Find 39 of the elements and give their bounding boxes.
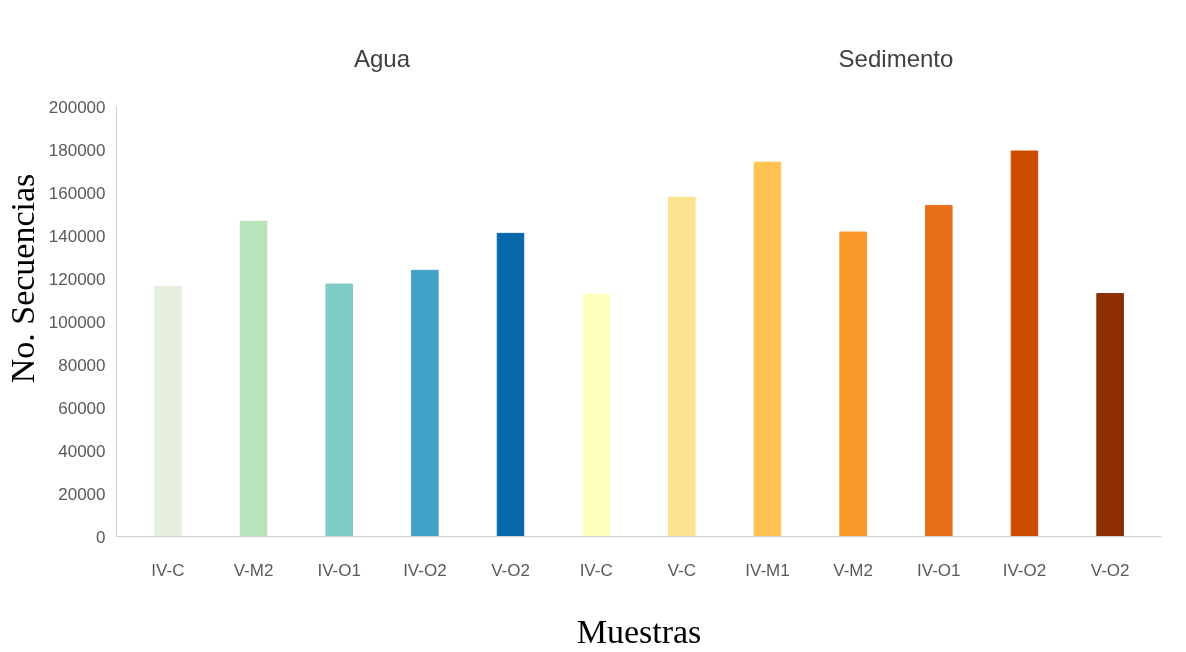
bar: [411, 269, 439, 537]
x-tick-label: IV-O1: [317, 560, 361, 580]
x-tick-label: IV-C: [579, 560, 613, 580]
bar: [1010, 150, 1039, 537]
bar: [239, 220, 268, 537]
y-tick-label: 40000: [58, 441, 106, 461]
x-tick-label: V-C: [667, 560, 696, 580]
bar: [753, 161, 782, 537]
x-tick-label: IV-C: [151, 560, 185, 580]
y-tick-label: 180000: [48, 140, 106, 160]
text: Agua: [354, 44, 411, 72]
x-tick-label: IV-O2: [1002, 560, 1047, 580]
bar: [925, 204, 953, 537]
bar: [668, 196, 696, 537]
bar: [1096, 293, 1124, 537]
y-tick-label: 140000: [48, 226, 106, 246]
x-tick-label: IV-M1: [745, 560, 790, 580]
x-tick-label: IV-O2: [403, 560, 447, 580]
x-tick-label: V-O2: [1090, 560, 1130, 580]
y-tick-label: 0: [96, 527, 106, 547]
y-axis-title: No. Secuencias: [3, 173, 41, 384]
text: Sedimento: [838, 44, 954, 72]
y-tick-label: 60000: [58, 398, 106, 418]
y-tick-label: 120000: [48, 269, 106, 289]
bar: [154, 285, 182, 537]
y-tick-label: 160000: [48, 183, 106, 203]
x-tick-label: V-M2: [233, 560, 274, 580]
bar: [496, 232, 525, 537]
y-tick-label: 20000: [58, 484, 106, 504]
x-axis-title: Muestras: [576, 612, 702, 650]
bar: [325, 283, 353, 537]
y-tick-label: 80000: [58, 355, 106, 375]
bar: [582, 293, 610, 537]
x-tick-label: V-M2: [833, 560, 873, 580]
bar: [839, 231, 867, 537]
y-tick-label: 200000: [48, 97, 106, 117]
x-tick-label: V-O2: [491, 560, 530, 580]
y-tick-label: 100000: [48, 312, 106, 332]
x-tick-label: IV-O1: [917, 560, 961, 580]
